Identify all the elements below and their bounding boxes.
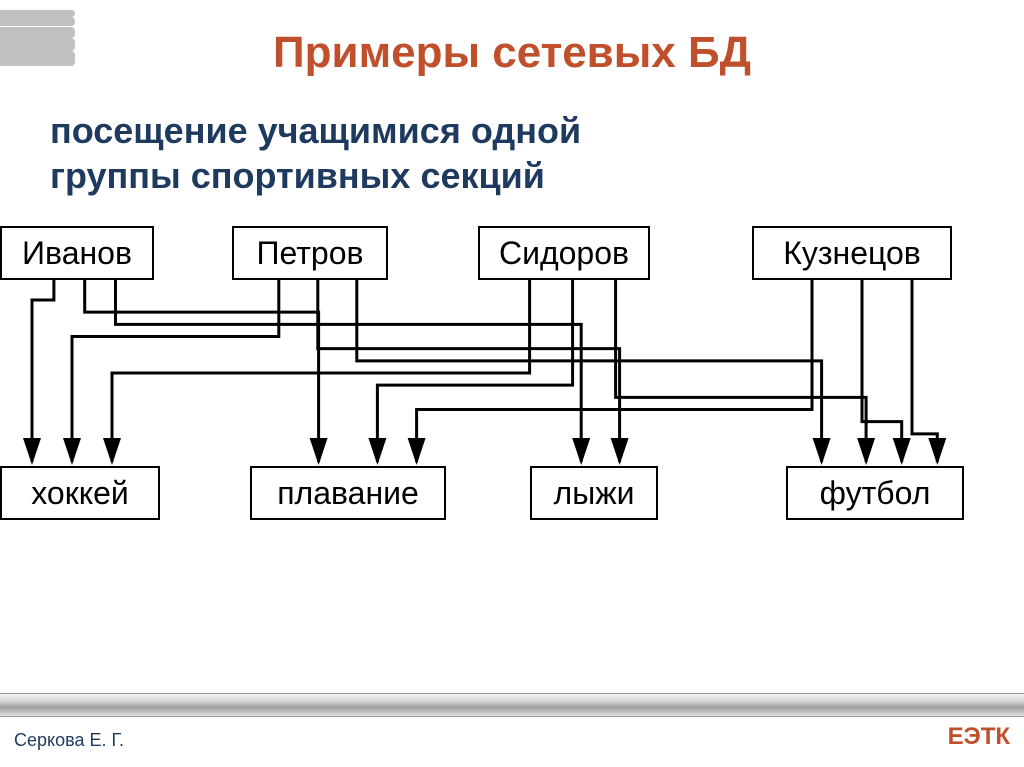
node-football: футбол [786,466,964,520]
subtitle-line1: посещение учащимися одной [50,110,581,151]
edge-sidorov-football [616,280,867,462]
edge-ivanov-ski [116,280,582,462]
footer-org: ЕЭТК [948,723,1010,751]
node-sidorov: Сидоров [478,226,650,280]
node-kuznetsov: Кузнецов [752,226,952,280]
subtitle-line2: группы спортивных секций [50,155,545,196]
edge-ivanov-hockey [32,280,54,462]
footer-author: Серкова Е. Г. [14,730,124,751]
page-subtitle: посещение учащимися одной группы спортив… [50,108,974,198]
edge-petrov-ski [318,280,620,462]
diagram-edges [0,226,1024,636]
footer-bar [0,693,1024,717]
edge-kuznetsov-football [862,280,902,462]
edge-sidorov-swim [377,280,572,462]
node-petrov: Петров [232,226,388,280]
node-swim: плавание [250,466,446,520]
edge-kuznetsov-football [912,280,937,462]
page-title: Примеры сетевых БД [0,28,1024,78]
network-diagram: Иванов Петров Сидоров Кузнецов хоккей плавани… [0,226,1024,636]
edge-kuznetsov-swim [417,280,812,462]
edge-petrov-hockey [72,280,279,462]
node-ski: лыжи [530,466,658,520]
node-hockey: хоккей [0,466,160,520]
node-ivanov: Иванов [0,226,154,280]
edge-petrov-football [357,280,822,462]
edge-sidorov-hockey [112,280,530,462]
edge-ivanov-swim [85,280,319,462]
